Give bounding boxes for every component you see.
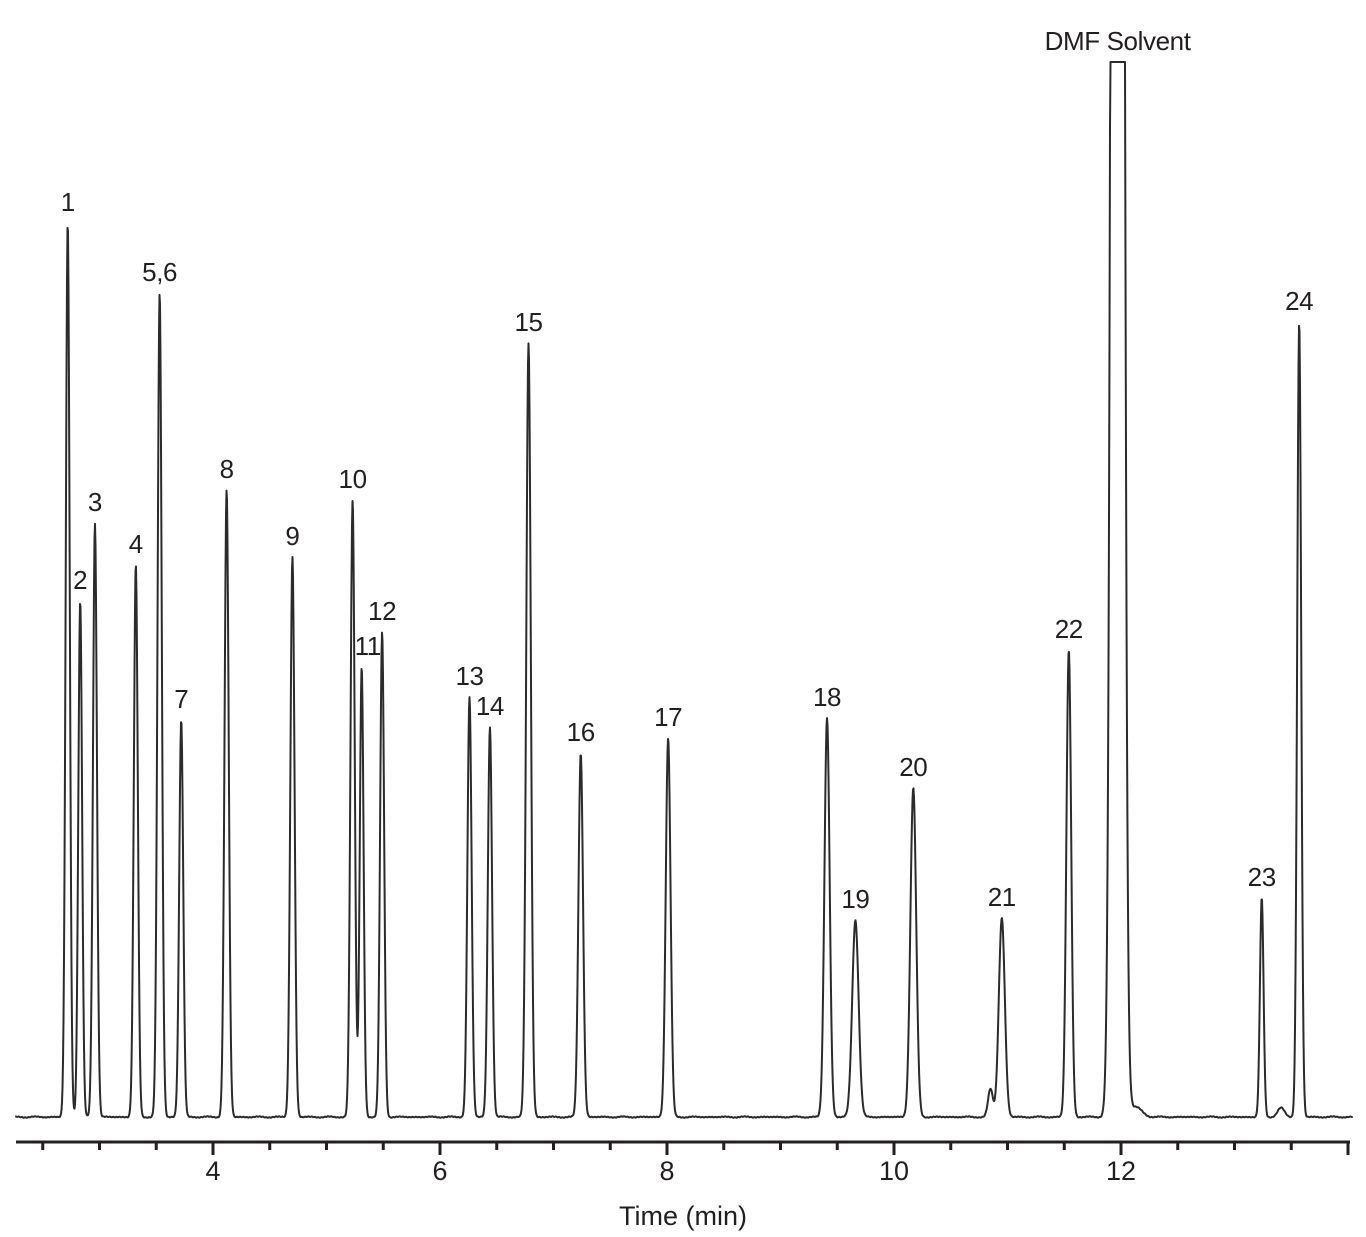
peak-label-10: 10 [338,464,368,494]
x-axis-tick-label-12: 12 [1105,1156,1137,1186]
peak-label-7: 7 [174,684,189,714]
peak-label-15: 15 [514,307,543,337]
x-axis-tick-label-8: 8 [659,1156,675,1186]
peak-label-2: 2 [73,565,88,595]
peak-label-17: 17 [654,702,683,732]
peak-label-16: 16 [566,717,596,747]
peak-label-21: 21 [987,882,1017,912]
peak-label-20: 20 [899,752,928,782]
peak-label-19: 19 [841,884,870,914]
x-axis-tick-label-4: 4 [205,1156,221,1186]
x-axis-tick-label-6: 6 [432,1156,448,1186]
peak-label-23: 23 [1247,862,1277,892]
peak-label-4: 4 [128,529,143,559]
peak-label-14: 14 [475,691,505,721]
peak-label-9: 9 [285,521,300,551]
peak-label-5-6: 5,6 [142,257,178,287]
peak-label-24: 24 [1285,286,1314,316]
peak-label-12: 12 [368,596,397,626]
peak-label-18: 18 [812,682,842,712]
x-axis [16,1140,1350,1155]
peak-label-dmf-solvent: DMF Solvent [1044,26,1191,56]
peak-label-3: 3 [87,487,102,517]
peak-label-13: 13 [455,661,484,691]
peak-label-22: 22 [1054,614,1084,644]
x-axis-title: Time (min) [619,1201,747,1231]
peak-label-8: 8 [219,454,234,484]
peak-label-1: 1 [60,187,75,217]
chromatogram-trace-path [15,61,1353,1119]
peak-label-11: 11 [354,631,382,661]
x-axis-tick-label-10: 10 [878,1156,910,1186]
